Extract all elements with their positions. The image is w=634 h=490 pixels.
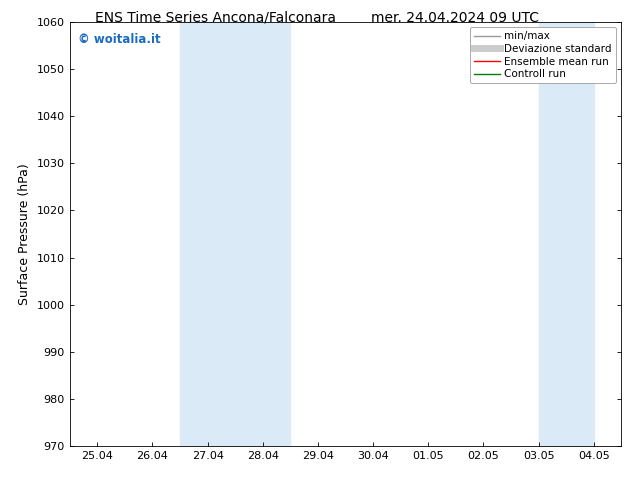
Legend: min/max, Deviazione standard, Ensemble mean run, Controll run: min/max, Deviazione standard, Ensemble m… <box>470 27 616 83</box>
Y-axis label: Surface Pressure (hPa): Surface Pressure (hPa) <box>18 163 31 305</box>
Bar <box>180 22 290 446</box>
Text: ENS Time Series Ancona/Falconara        mer. 24.04.2024 09 UTC: ENS Time Series Ancona/Falconara mer. 24… <box>95 11 539 25</box>
Text: © woitalia.it: © woitalia.it <box>78 33 160 46</box>
Bar <box>538 22 593 446</box>
